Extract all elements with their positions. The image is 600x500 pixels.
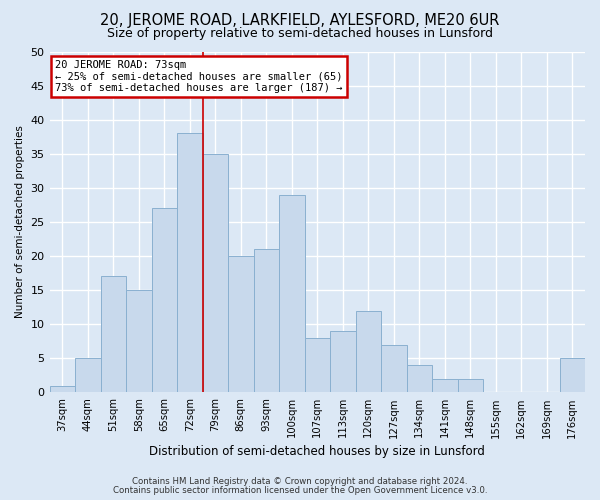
Bar xyxy=(356,310,381,392)
Text: Contains HM Land Registry data © Crown copyright and database right 2024.: Contains HM Land Registry data © Crown c… xyxy=(132,477,468,486)
Bar xyxy=(126,290,152,392)
Text: Size of property relative to semi-detached houses in Lunsford: Size of property relative to semi-detach… xyxy=(107,28,493,40)
Bar xyxy=(458,378,483,392)
Bar xyxy=(152,208,177,392)
Bar xyxy=(305,338,330,392)
Bar xyxy=(381,344,407,393)
Y-axis label: Number of semi-detached properties: Number of semi-detached properties xyxy=(15,126,25,318)
Bar xyxy=(203,154,228,392)
X-axis label: Distribution of semi-detached houses by size in Lunsford: Distribution of semi-detached houses by … xyxy=(149,444,485,458)
Bar xyxy=(50,386,75,392)
Bar xyxy=(279,194,305,392)
Bar xyxy=(228,256,254,392)
Text: 20 JEROME ROAD: 73sqm
← 25% of semi-detached houses are smaller (65)
73% of semi: 20 JEROME ROAD: 73sqm ← 25% of semi-deta… xyxy=(55,60,343,93)
Bar xyxy=(407,365,432,392)
Bar xyxy=(560,358,585,392)
Bar xyxy=(330,331,356,392)
Text: 20, JEROME ROAD, LARKFIELD, AYLESFORD, ME20 6UR: 20, JEROME ROAD, LARKFIELD, AYLESFORD, M… xyxy=(100,12,500,28)
Text: Contains public sector information licensed under the Open Government Licence v3: Contains public sector information licen… xyxy=(113,486,487,495)
Bar xyxy=(432,378,458,392)
Bar xyxy=(101,276,126,392)
Bar xyxy=(254,249,279,392)
Bar xyxy=(177,134,203,392)
Bar xyxy=(75,358,101,392)
